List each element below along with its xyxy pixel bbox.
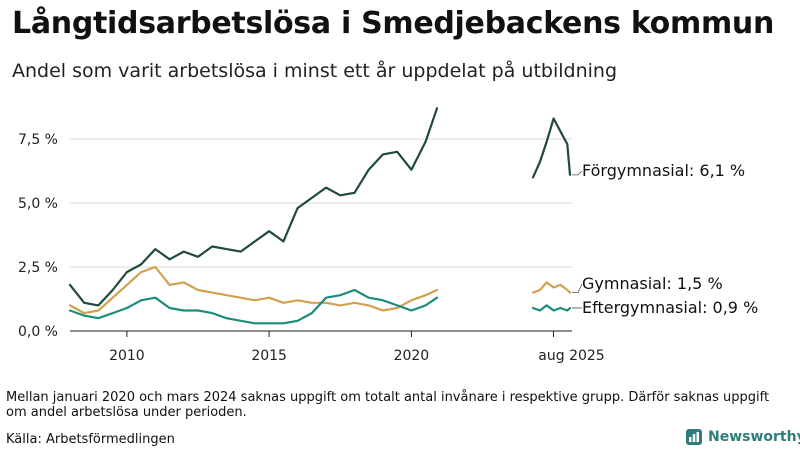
chart-subtitle: Andel som varit arbetslösa i minst ett å… — [12, 60, 618, 82]
x-tick-label: 2020 — [394, 348, 430, 364]
y-tick-label: 7,5 % — [18, 132, 58, 148]
label-layer: Förgymnasial: 6,1 % Gymnasial: 1,5 % Efter… — [572, 161, 758, 317]
footnote: Mellan januari 2020 och mars 2024 saknas… — [6, 390, 770, 420]
series-line-förgymnasial-segment-2 — [531, 117, 572, 179]
source-text: Källa: Arbetsförmedlingen — [6, 432, 175, 447]
newsworthy-logo: Newsworthy — [686, 429, 800, 445]
series-line-förgymnasial-segment-1 — [68, 107, 439, 307]
end-label-gymnasial: Gymnasial: 1,5 % — [582, 274, 723, 293]
y-tick-label: 0,0 % — [18, 324, 58, 340]
axis-layer: 0,0 % 2,5 % 5,0 % 7,5 % 2010 2015 2020 aug 2025 — [18, 132, 605, 364]
chart-title: Långtidsarbetslösa i Smedjebackens kommu… — [12, 6, 775, 41]
series-line-gymnasial-segment-2 — [531, 281, 572, 294]
series-line-eftergymnasial-segment-2 — [531, 304, 572, 312]
x-tick-label: 2010 — [109, 348, 145, 364]
series-line-eftergymnasial-segment-1 — [68, 288, 439, 325]
end-label-eftergymnasial: Eftergymnasial: 0,9 % — [582, 298, 758, 317]
end-label-förgymnasial: Förgymnasial: 6,1 % — [582, 161, 745, 180]
series-line-gymnasial-segment-1 — [68, 265, 439, 315]
end-label-connector — [572, 283, 583, 293]
y-tick-label: 5,0 % — [18, 196, 58, 212]
end-label-connector — [572, 170, 583, 176]
bar-chart-icon — [686, 429, 702, 445]
y-tick-label: 2,5 % — [18, 260, 58, 276]
x-tick-label: 2015 — [251, 348, 287, 364]
x-tick-label-latest: aug 2025 — [538, 348, 604, 364]
brand-name: Newsworthy — [708, 429, 800, 445]
series-layer — [68, 107, 572, 325]
